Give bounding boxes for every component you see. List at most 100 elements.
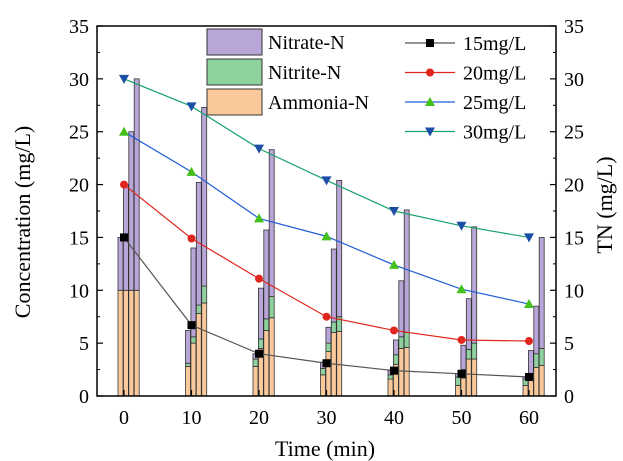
bar-nitrite-t20-g4 [268,296,275,319]
line-point-s2-3 [322,312,331,321]
bar-nitrite-t10-g2 [190,336,197,344]
bar-nitrate-t40-g4 [403,209,410,333]
legend-bar-label-2: Ammonia-N [268,92,369,114]
bar-ammonia-t30-g1 [320,374,326,397]
y2-tick-label-5: 25 [564,122,584,144]
bar-ammonia-t40-g3 [398,348,405,397]
y-tick-label-4: 20 [69,175,89,197]
bar-nitrate-t60-g3 [533,305,540,355]
x-tick-label-6: 60 [519,407,539,429]
bar-nitrite-t10-g3 [195,304,202,314]
bar-nitrite-t30-g1 [320,368,326,376]
bar-nitrate-t0-g4 [133,78,140,291]
line-point-s4-6 [524,233,534,243]
bar-nitrate-t40-g2 [392,339,399,356]
bar-nitrate-t10-g4 [201,107,208,287]
bar-nitrate-t50-g2 [460,344,467,370]
bar-nitrate-t60-g2 [528,350,534,375]
bar-ammonia-t0-g3 [128,289,135,397]
bar-nitrite-t60-g4 [538,348,545,366]
bar-ammonia-t60-g4 [538,364,545,397]
bar-ammonia-t10-g4 [201,302,208,397]
y2-tick-label-2: 10 [564,280,584,302]
y2-axis-label: TN (mg/L) [592,156,617,253]
line-point-s3-2 [254,213,264,223]
legend-line-marker-3 [425,127,435,137]
legend-line-marker-0 [426,39,434,47]
bar-nitrite-t30-g2 [325,342,332,352]
legend-line-label-2: 25mg/L [463,92,526,114]
bar-ammonia-t50-g4 [471,358,478,397]
bar-nitrite-t10-g4 [201,285,208,304]
line-point-s4-0 [119,74,129,84]
bar-ammonia-t30-g2 [325,351,332,397]
bar-nitrite-t20-g1 [252,358,259,367]
line-point-s4-5 [456,221,467,231]
y-tick-label-7: 35 [69,16,89,38]
x-axis-label: Time (min) [275,436,375,461]
legend-line-label-1: 20mg/L [463,63,526,85]
line-point-s1-1 [187,321,196,330]
bar-nitrate-t50-g4 [471,226,478,344]
bar-nitrate-t20-g2 [257,287,264,340]
lines-layer [119,74,534,381]
bar-ammonia-t50-g3 [465,358,472,397]
line-point-s1-0 [120,233,128,242]
y2-tick-label-4: 20 [564,175,584,197]
bar-nitrate-t20-g3 [263,229,270,320]
bar-nitrate-t10-g2 [190,247,197,338]
bar-nitrite-t50-g3 [465,349,472,360]
bar-nitrate-t30-g3 [330,248,337,323]
y-tick-label-2: 10 [69,280,89,302]
bar-ammonia-t10-g2 [190,342,197,397]
y-tick-label-1: 5 [79,333,89,355]
bar-ammonia-t0-g1 [117,289,124,397]
bar-nitrate-t20-g4 [268,149,275,298]
bar-nitrate-t50-g3 [465,298,472,350]
line-point-s2-1 [187,234,196,243]
line-point-s3-0 [119,126,129,136]
bar-nitrite-t60-g3 [533,353,540,368]
line-point-s2-0 [120,180,128,189]
y-tick-label-5: 25 [69,122,89,144]
legend-line-label-0: 15mg/L [463,33,526,55]
x-tick-label-0: 0 [119,407,129,429]
x-tick-label-2: 20 [249,407,269,429]
legend-line-marker-1 [426,68,434,77]
legend-line-marker-2 [425,97,435,106]
legend-line-label-3: 30mg/L [463,122,526,144]
y-tick-label-0: 0 [79,386,89,408]
x-tick-label-5: 50 [452,407,472,429]
line-point-s1-4 [390,366,398,375]
line-point-s1-6 [525,372,533,381]
line-point-s2-2 [255,274,263,283]
bar-nitrate-t30-g2 [325,326,332,344]
legend-bar-swatch-1 [206,58,263,86]
line-point-s3-4 [389,259,399,269]
bar-nitrite-t50-g4 [471,342,478,360]
y-tick-label-6: 30 [69,69,89,91]
y2-tick-label-1: 5 [564,333,574,355]
bar-ammonia-t20-g1 [252,365,259,397]
bar-ammonia-t50-g1 [455,385,461,397]
legend-bar-swatch-0 [206,28,263,56]
legend-bar-label-0: Nitrate-N [268,32,345,54]
line-point-s1-5 [457,369,466,378]
line-point-s4-2 [254,144,264,154]
bar-nitrite-t40-g3 [398,336,405,349]
bar-ammonia-t30-g4 [336,331,343,397]
legend-bar-label-1: Nitrite-N [268,62,341,84]
bar-nitrate-t0-g3 [128,131,135,291]
x-tick-label-1: 10 [182,407,202,429]
bar-ammonia-t10-g1 [185,365,191,397]
bar-nitrite-t40-g1 [387,374,394,380]
line-point-s2-4 [390,326,398,335]
bar-nitrite-t30-g3 [330,321,337,333]
bar-ammonia-t60-g3 [533,367,540,397]
bar-nitrite-t50-g1 [455,376,461,386]
bar-ammonia-t10-g3 [195,313,202,397]
bar-ammonia-t20-g3 [263,330,270,397]
line-point-s3-5 [456,284,467,294]
bar-nitrite-t40-g4 [403,332,410,348]
